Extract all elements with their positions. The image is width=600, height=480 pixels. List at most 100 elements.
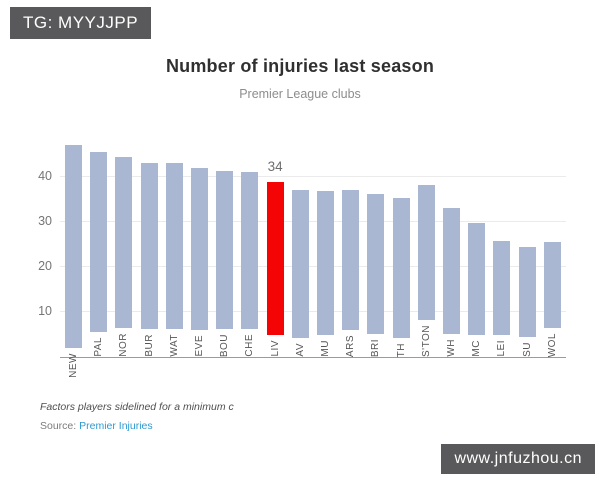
gridline-20 xyxy=(60,266,566,267)
bar-area-MC xyxy=(468,145,486,336)
bar-column-LEI: LEI xyxy=(493,145,511,357)
bar-area-TH xyxy=(392,145,410,338)
bar-area-ARS xyxy=(342,145,360,330)
x-label-NEW: NEW xyxy=(68,352,79,378)
gridline-10 xyxy=(60,311,566,312)
bar-area-PAL xyxy=(90,145,108,333)
bar-TH xyxy=(392,198,410,338)
bar-area-LEI xyxy=(493,145,511,336)
x-label-PAL: PAL xyxy=(93,337,105,357)
source-link[interactable]: Premier Injuries xyxy=(79,420,153,432)
bar-AV xyxy=(291,189,309,339)
bar-columns: NEW PAL NOR BUR WAT EVE BOU CHE 34 LIV AV MU ARS BRI T… xyxy=(60,145,566,377)
bar-column-WH: WH xyxy=(443,145,461,357)
bar-BOU xyxy=(216,171,234,329)
gridline-30 xyxy=(60,221,566,222)
bar-area-AV xyxy=(291,145,309,339)
bar-area-WAT xyxy=(165,145,183,330)
bar-BRI xyxy=(367,194,385,334)
y-tick-40: 40 xyxy=(38,169,52,183)
bar-area-S'TON xyxy=(417,145,435,320)
bar-column-EVE: EVE xyxy=(191,145,209,357)
bar-area-LIV: 34 xyxy=(266,145,284,336)
source-line: Source: Premier Injuries xyxy=(40,420,153,432)
x-label-WOL: WOL xyxy=(546,332,558,357)
bar-area-BRI xyxy=(367,145,385,334)
bar-column-ARS: ARS xyxy=(342,145,360,357)
bar-area-BOU xyxy=(216,145,234,329)
source-label: Source: xyxy=(40,420,77,432)
bar-column-LIV: 34 LIV xyxy=(266,145,284,357)
bar-MU xyxy=(317,191,335,336)
bar-LEI xyxy=(493,240,511,336)
x-label-TH: TH xyxy=(395,342,407,357)
bar-column-BOU: BOU xyxy=(216,145,234,357)
bar-WOL xyxy=(543,242,561,328)
x-label-ARS: ARS xyxy=(345,334,357,357)
x-label-MC: MC xyxy=(471,340,483,357)
bar-SU xyxy=(518,247,536,338)
bar-area-WOL xyxy=(543,145,561,328)
bar-ARS xyxy=(342,190,360,330)
bar-column-MC: MC xyxy=(468,145,486,357)
x-label-SU: SU xyxy=(521,342,533,357)
watermark-top-left: TG: MYYJJPP xyxy=(10,7,152,39)
bar-area-CHE xyxy=(241,145,259,330)
x-label-LIV: LIV xyxy=(269,340,281,357)
bar-column-BRI: BRI xyxy=(367,145,385,357)
x-label-AV: AV xyxy=(294,343,306,357)
bar-MC xyxy=(468,222,486,336)
bar-column-S'TON: S'TON xyxy=(417,145,435,357)
bar-BUR xyxy=(140,162,158,330)
bar-WH xyxy=(443,208,461,335)
chart-title: Number of injuries last season xyxy=(165,56,435,76)
x-label-NOR: NOR xyxy=(118,333,130,357)
x-label-BRI: BRI xyxy=(370,338,382,357)
bar-area-MU xyxy=(317,145,335,336)
x-label-BOU: BOU xyxy=(219,333,231,357)
bar-column-NEW: NEW xyxy=(65,145,82,377)
bar-column-PAL: PAL xyxy=(90,145,108,357)
y-tick-10: 10 xyxy=(38,304,52,318)
bar-CHE xyxy=(241,171,259,330)
chart-subtitle: Premier League clubs xyxy=(239,87,361,101)
x-label-S'TON: S'TON xyxy=(420,324,432,357)
y-tick-20: 20 xyxy=(38,259,52,273)
bar-area-BUR xyxy=(140,145,158,330)
x-label-MU: MU xyxy=(320,340,332,357)
x-label-EVE: EVE xyxy=(194,335,206,357)
watermark-bottom-right: www.jnfuzhou.cn xyxy=(441,444,595,474)
bar-NEW xyxy=(65,145,82,348)
bar-column-NOR: NOR xyxy=(115,145,133,357)
bar-column-MU: MU xyxy=(317,145,335,357)
bar-area-WH xyxy=(443,145,461,335)
bar-column-SU: SU xyxy=(518,145,536,357)
y-axis-labels: 10 20 30 40 xyxy=(0,145,52,357)
bar-NOR xyxy=(115,157,133,329)
bar-area-NOR xyxy=(115,145,133,329)
bar-value-label-LIV: 34 xyxy=(267,159,283,175)
bar-column-CHE: CHE xyxy=(241,145,259,357)
x-label-BUR: BUR xyxy=(143,334,155,357)
bar-PAL xyxy=(90,152,108,333)
y-tick-30: 30 xyxy=(38,214,52,228)
gridline-40 xyxy=(60,176,566,177)
x-label-LEI: LEI xyxy=(496,340,508,357)
bar-column-BUR: BUR xyxy=(140,145,158,357)
bar-column-WAT: WAT xyxy=(165,145,183,357)
bar-area-SU xyxy=(518,145,536,338)
bar-area-EVE xyxy=(191,145,209,331)
x-label-CHE: CHE xyxy=(244,334,256,357)
bar-EVE xyxy=(191,168,209,331)
x-label-WAT: WAT xyxy=(168,334,180,357)
bar-WAT xyxy=(165,162,183,330)
bar-column-AV: AV xyxy=(291,145,309,357)
bar-S'TON xyxy=(417,184,435,320)
bar-column-TH: TH xyxy=(392,145,410,357)
plot-area: NEW PAL NOR BUR WAT EVE BOU CHE 34 LIV AV MU ARS BRI T… xyxy=(60,145,566,377)
bar-LIV xyxy=(266,182,284,336)
chart-footnote: Factors players sidelined for a minimum … xyxy=(40,401,234,413)
bar-area-NEW xyxy=(65,145,82,348)
x-label-WH: WH xyxy=(446,339,458,357)
bar-column-WOL: WOL xyxy=(543,145,561,357)
